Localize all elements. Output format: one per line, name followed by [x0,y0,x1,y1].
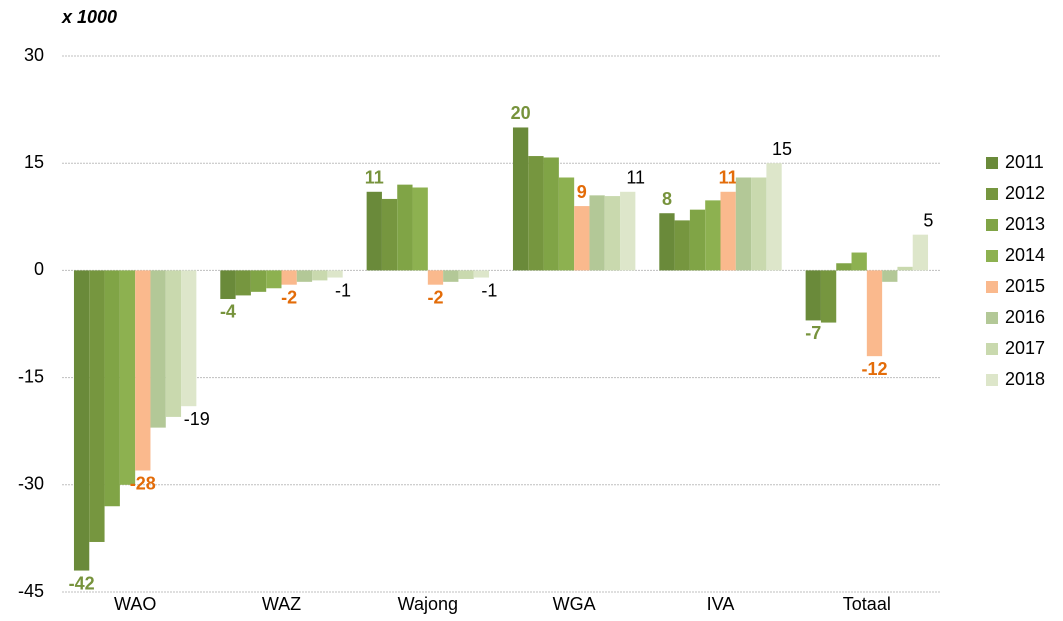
bar [805,270,821,321]
x-tick-label: Totaal [843,594,891,614]
bar [220,270,236,299]
data-label: -2 [427,287,443,307]
data-label: -1 [335,280,351,300]
data-label: -28 [130,473,156,493]
bar [912,234,929,271]
data-label: 15 [772,139,792,159]
legend-label: 2014 [1005,245,1045,265]
bar [604,196,621,271]
legend-label: 2012 [1005,183,1045,203]
legend-swatch [986,188,998,200]
y-tick-label: 15 [24,152,44,172]
data-label: 9 [577,182,587,202]
x-tick-label: WAZ [262,594,301,614]
data-label: -2 [281,287,297,307]
y-tick-label: 30 [24,45,44,65]
legend-label: 2015 [1005,276,1045,296]
legend-swatch [986,250,998,262]
y-tick-label: 0 [34,259,44,279]
legend-swatch [986,343,998,355]
bar [135,270,151,471]
bar [528,156,544,271]
bar [366,191,382,271]
bar [866,270,883,357]
data-label: -19 [184,409,210,429]
bar [397,184,413,271]
bar [104,270,120,507]
bar [281,270,297,285]
bar [589,195,605,271]
bar [312,270,328,281]
bar [427,270,444,285]
bar [851,252,867,271]
bar [543,157,559,271]
bar [458,270,474,279]
y-tick-label: -30 [18,474,44,494]
bar [73,270,90,571]
chart-title: x 1000 [61,7,117,27]
legend-label: 2016 [1005,307,1045,327]
bar [250,270,267,292]
data-label: 20 [511,103,531,123]
bar [181,270,197,407]
bar [512,127,529,271]
x-tick-label: Wajong [398,594,458,614]
bar [766,163,782,271]
legend-swatch [986,157,998,169]
data-label: -42 [69,573,95,593]
bar [473,270,490,278]
bar [620,191,636,271]
y-tick-label: -45 [18,581,44,601]
legend-label: 2013 [1005,214,1045,234]
bar [751,177,767,271]
y-tick-label: -15 [18,366,44,386]
data-label: 11 [626,168,645,188]
x-tick-label: WGA [553,594,596,614]
data-label: -1 [481,280,497,300]
bar [689,209,706,271]
bar [327,270,343,278]
legend-label: 2017 [1005,338,1045,358]
legend-swatch [986,219,998,231]
legend-swatch [986,281,998,293]
bar [659,213,675,271]
bar [266,270,282,289]
bar [235,270,251,296]
legend-label: 2011 [1005,152,1044,172]
legend-swatch [986,312,998,324]
bar [165,270,182,417]
legend-label: 2018 [1005,369,1045,389]
bar [558,177,575,271]
bar [674,220,690,271]
data-label: 11 [365,168,384,188]
data-label: -4 [220,302,236,322]
bar [412,187,428,271]
bar [735,177,752,271]
bar [150,270,166,428]
data-label: -12 [861,359,887,379]
bar [705,200,721,271]
data-label: 11 [719,168,738,188]
bar [882,270,898,282]
bar [720,191,736,271]
bar [574,206,590,271]
legend-swatch [986,374,998,386]
bar [820,270,837,323]
x-tick-label: IVA [707,594,735,614]
bar [381,198,398,271]
bar [296,270,313,282]
bar [119,270,136,485]
data-label: 8 [662,189,672,209]
data-label: -7 [805,323,821,343]
bar [897,266,913,271]
x-tick-label: WAO [114,594,156,614]
bar [836,263,852,271]
data-label: 5 [923,210,933,230]
bar [443,270,459,282]
bar [89,270,105,542]
